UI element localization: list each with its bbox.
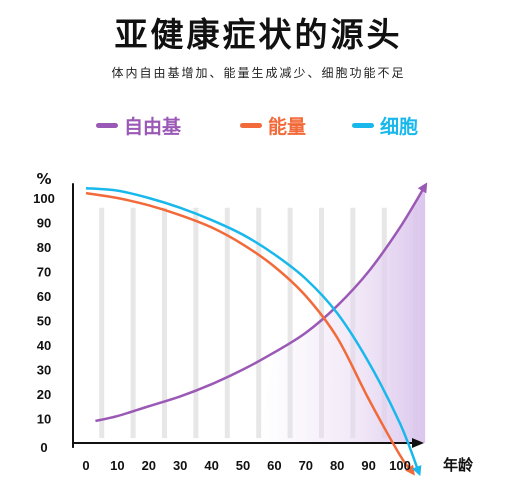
y-tick-label: 100 [33,191,55,206]
legend-item-energy: 能量 [240,112,306,139]
x-axis-label: 年龄 [443,456,474,474]
x-tick-label: 30 [173,458,187,473]
shaded-area [258,185,426,443]
y-tick-label: 20 [37,387,51,402]
legend-label-cell: 细胞 [380,116,419,138]
legend-item-cell: 细胞 [352,112,418,139]
y-tick-label: 50 [37,314,51,329]
x-tick-label: 60 [267,458,281,473]
y-tick-label: 40 [37,338,51,353]
series-lines [85,182,428,477]
page-subtitle: 体内自由基增加、能量生成减少、细胞功能不足 [111,66,406,80]
x-tick-label: 40 [204,458,218,473]
legend-swatch-free-radical [96,123,118,128]
x-tick-label: 20 [142,458,156,473]
y-tick-label: 60 [37,289,51,304]
legend-item-free-radical: 自由基 [96,112,181,139]
series-line-2 [85,186,422,477]
page-title: 亚健康症状的源头 [114,15,403,54]
axes [72,183,424,448]
y-tick-label: 90 [37,216,51,231]
y-tick-label: 80 [37,240,51,255]
x-tick-label: 50 [236,458,250,473]
series-line-0 [95,182,428,423]
y-tick-label: 10 [37,412,51,427]
y-tick-label: 30 [37,363,51,378]
legend-swatch-cell [352,123,374,128]
y-tick-label: 70 [37,265,51,280]
x-tick-label: 0 [82,458,89,473]
legend-label-energy: 能量 [268,116,307,138]
x-tick-label: 80 [330,458,344,473]
series-line-1 [85,191,415,476]
y-axis-label: % [36,170,51,188]
legend-swatch-energy [240,123,262,128]
y-tick-label: 0 [40,440,47,455]
tick-labels: 0 10 20 30 40 50 60 70 80 90 100 0 10 20 30 40 50 60 70 80 9… [33,170,474,474]
x-tick-label: 90 [361,458,375,473]
x-tick-label: 70 [299,458,313,473]
legend-label-free-radical: 自由基 [124,116,182,138]
x-tick-label: 100 [389,458,411,473]
chart-legend: 自由基 能量 细胞 [0,112,517,138]
x-tick-label: 10 [110,458,124,473]
